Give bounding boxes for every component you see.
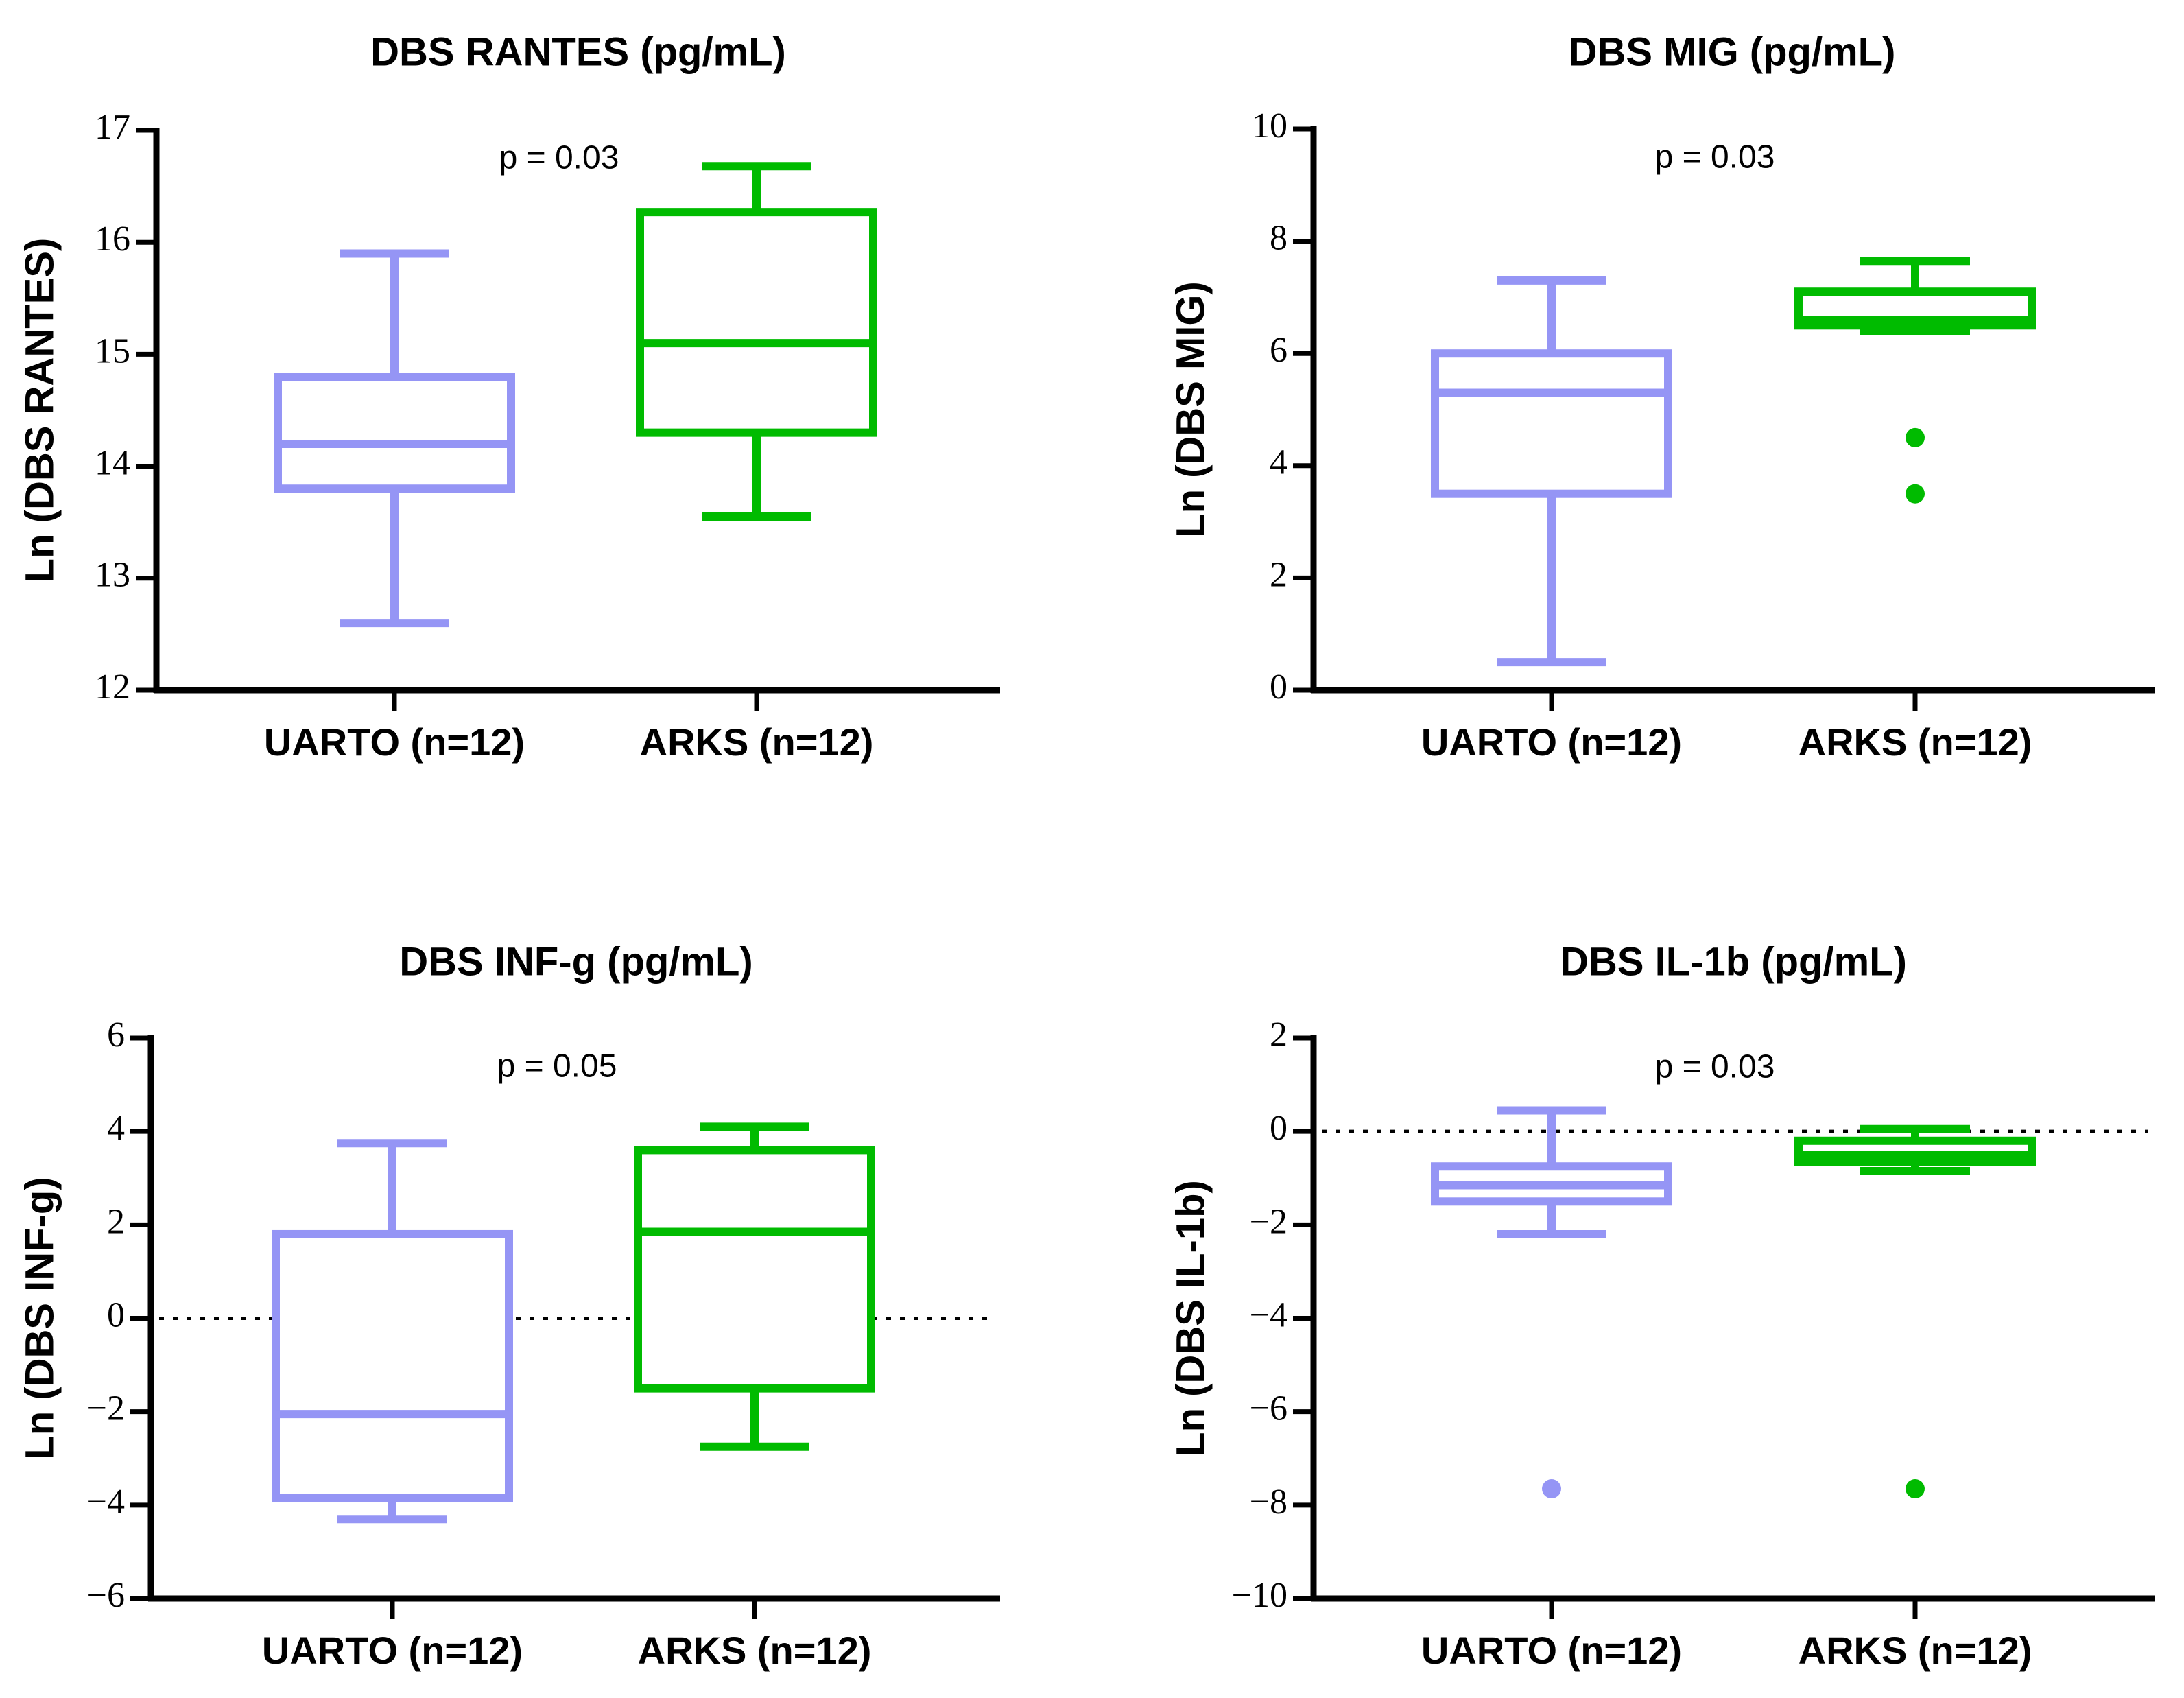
p-value-annotation: p = 0.05 bbox=[497, 1048, 617, 1085]
y-tick-label: 14 bbox=[95, 444, 130, 483]
x-tick-label: ARKS (n=12) bbox=[1799, 1629, 2032, 1672]
y-tick-label: −8 bbox=[1250, 1483, 1287, 1522]
box-plot-uarto bbox=[274, 249, 515, 628]
y-tick-label: −2 bbox=[1250, 1202, 1287, 1241]
x-tick-label: ARKS (n=12) bbox=[640, 720, 874, 764]
iqr-box bbox=[272, 1229, 513, 1502]
y-axis-label: Ln (DBS RANTES) bbox=[17, 238, 62, 583]
y-tick-label: 15 bbox=[95, 331, 130, 370]
y-tick-label: 2 bbox=[1270, 1015, 1287, 1054]
y-tick-label: 8 bbox=[1270, 219, 1287, 258]
box-plot-uarto bbox=[1431, 1106, 1672, 1499]
chart-panel-3: DBS INF-g (pg/mL) Ln (DBS INF-g) −6 −4 −2 0 2 4… bbox=[17, 939, 1000, 1672]
x-tick-label: UARTO (n=12) bbox=[1421, 1629, 1682, 1672]
p-value-annotation: p = 0.03 bbox=[1655, 1049, 1775, 1085]
box-plot-uarto bbox=[272, 1139, 513, 1524]
y-tick-label: −6 bbox=[87, 1576, 125, 1615]
x-tick-label: ARKS (n=12) bbox=[638, 1629, 872, 1672]
chart-title: DBS MIG (pg/mL) bbox=[1569, 30, 1896, 74]
y-tick-label: 13 bbox=[95, 556, 130, 595]
y-axis-label: Ln (DBS INF-g) bbox=[17, 1177, 62, 1459]
y-tick-label: −4 bbox=[1250, 1295, 1287, 1334]
y-tick-label: 4 bbox=[107, 1109, 125, 1148]
chart-panel-2: DBS MIG (pg/mL) Ln (DBS MIG) 0 2 4 6 8 10 p = 0.… bbox=[1168, 30, 2155, 764]
outlier-point bbox=[1906, 427, 1925, 447]
iqr-box bbox=[1431, 349, 1672, 498]
y-tick-label: −4 bbox=[87, 1483, 125, 1522]
box-plot-arks bbox=[1794, 257, 2036, 504]
chart-panel-1: DBS RANTES (pg/mL) Ln (DBS RANTES) 12 13 14 1… bbox=[17, 30, 1000, 764]
x-tick-label: UARTO (n=12) bbox=[264, 720, 525, 764]
chart-panel-4: DBS IL-1b (pg/mL) Ln (DBS IL-1b) −10 −8 −6 −4… bbox=[1168, 939, 2155, 1672]
p-value-annotation: p = 0.03 bbox=[499, 140, 619, 176]
y-tick-label: 10 bbox=[1252, 106, 1287, 145]
y-axis-label: Ln (DBS IL-1b) bbox=[1168, 1180, 1213, 1457]
y-tick-label: −10 bbox=[1232, 1576, 1287, 1615]
y-tick-label: 12 bbox=[95, 668, 130, 707]
outlier-point bbox=[1906, 484, 1925, 504]
box-plot-uarto bbox=[1431, 276, 1672, 667]
y-tick-label: 0 bbox=[107, 1295, 125, 1334]
p-value-annotation: p = 0.03 bbox=[1655, 139, 1775, 176]
y-tick-label: 16 bbox=[95, 220, 130, 259]
y-axis-label: Ln (DBS MIG) bbox=[1168, 281, 1213, 538]
y-tick-label: −2 bbox=[87, 1389, 125, 1428]
y-tick-label: 4 bbox=[1270, 443, 1287, 482]
chart-title: DBS RANTES (pg/mL) bbox=[370, 30, 786, 74]
outlier-point bbox=[1542, 1479, 1561, 1499]
box-plot-arks bbox=[1794, 1124, 2036, 1499]
box-plot-arks bbox=[636, 162, 877, 521]
iqr-box bbox=[634, 1146, 875, 1393]
iqr-box bbox=[636, 208, 877, 437]
y-tick-label: 0 bbox=[1270, 1109, 1287, 1148]
box-plot-arks bbox=[634, 1122, 875, 1451]
y-tick-label: 6 bbox=[107, 1015, 125, 1054]
x-tick-label: UARTO (n=12) bbox=[262, 1629, 523, 1672]
outlier-point bbox=[1906, 1479, 1925, 1499]
chart-title: DBS IL-1b (pg/mL) bbox=[1560, 939, 1907, 984]
x-tick-label: ARKS (n=12) bbox=[1799, 720, 2032, 764]
y-tick-label: −6 bbox=[1250, 1389, 1287, 1428]
iqr-box bbox=[274, 373, 515, 493]
y-tick-label: 0 bbox=[1270, 668, 1287, 707]
y-tick-label: 6 bbox=[1270, 331, 1287, 370]
x-tick-label: UARTO (n=12) bbox=[1421, 720, 1682, 764]
y-tick-label: 2 bbox=[107, 1202, 125, 1241]
y-tick-label: 17 bbox=[95, 108, 130, 147]
chart-title: DBS INF-g (pg/mL) bbox=[399, 939, 752, 984]
y-tick-label: 2 bbox=[1270, 555, 1287, 594]
